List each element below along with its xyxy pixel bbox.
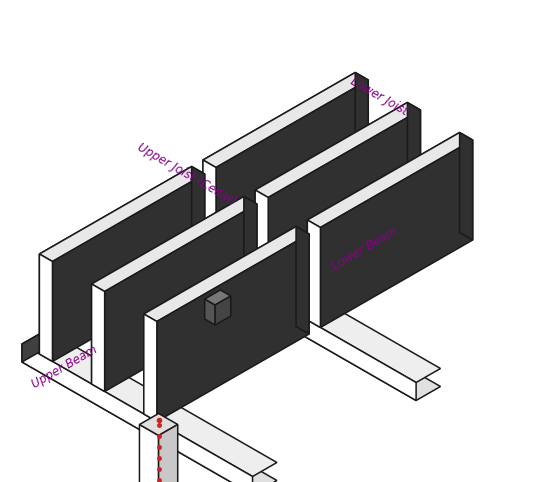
Polygon shape bbox=[144, 227, 296, 414]
Polygon shape bbox=[185, 236, 441, 383]
Polygon shape bbox=[203, 72, 355, 260]
Polygon shape bbox=[307, 220, 321, 327]
Polygon shape bbox=[22, 344, 252, 482]
Polygon shape bbox=[40, 166, 205, 262]
Polygon shape bbox=[216, 80, 368, 268]
Polygon shape bbox=[22, 330, 46, 362]
Polygon shape bbox=[92, 197, 257, 292]
Text: Lower Beam: Lower Beam bbox=[330, 225, 400, 273]
Polygon shape bbox=[22, 330, 277, 477]
Polygon shape bbox=[185, 236, 210, 268]
Polygon shape bbox=[296, 227, 309, 334]
Polygon shape bbox=[144, 314, 157, 421]
Polygon shape bbox=[158, 425, 178, 482]
Polygon shape bbox=[215, 296, 231, 325]
Polygon shape bbox=[92, 197, 244, 384]
Polygon shape bbox=[104, 204, 257, 391]
Polygon shape bbox=[255, 190, 268, 297]
Text: Upper Joist (Cedar): Upper Joist (Cedar) bbox=[135, 141, 239, 208]
Polygon shape bbox=[307, 133, 472, 228]
Polygon shape bbox=[205, 299, 215, 325]
Text: Upper Beam: Upper Beam bbox=[30, 343, 100, 391]
Polygon shape bbox=[157, 234, 309, 421]
Polygon shape bbox=[205, 290, 231, 305]
Polygon shape bbox=[185, 250, 416, 401]
Polygon shape bbox=[144, 227, 309, 321]
Text: Lower Joist: Lower Joist bbox=[348, 75, 410, 118]
Polygon shape bbox=[92, 284, 104, 391]
Polygon shape bbox=[203, 72, 368, 168]
Polygon shape bbox=[22, 348, 277, 482]
Polygon shape bbox=[203, 160, 216, 268]
Polygon shape bbox=[191, 166, 205, 274]
Polygon shape bbox=[244, 197, 257, 304]
Polygon shape bbox=[140, 425, 158, 482]
Polygon shape bbox=[307, 133, 460, 320]
Polygon shape bbox=[460, 133, 472, 240]
Polygon shape bbox=[321, 140, 472, 327]
Text: Shared Support Post: Shared Support Post bbox=[0, 481, 1, 482]
Polygon shape bbox=[40, 254, 52, 362]
Polygon shape bbox=[140, 414, 178, 436]
Polygon shape bbox=[255, 103, 420, 198]
Polygon shape bbox=[40, 166, 191, 354]
Polygon shape bbox=[255, 103, 408, 290]
Polygon shape bbox=[185, 254, 441, 401]
Polygon shape bbox=[355, 72, 368, 180]
Polygon shape bbox=[52, 174, 205, 362]
Polygon shape bbox=[408, 103, 420, 210]
Polygon shape bbox=[268, 110, 420, 297]
